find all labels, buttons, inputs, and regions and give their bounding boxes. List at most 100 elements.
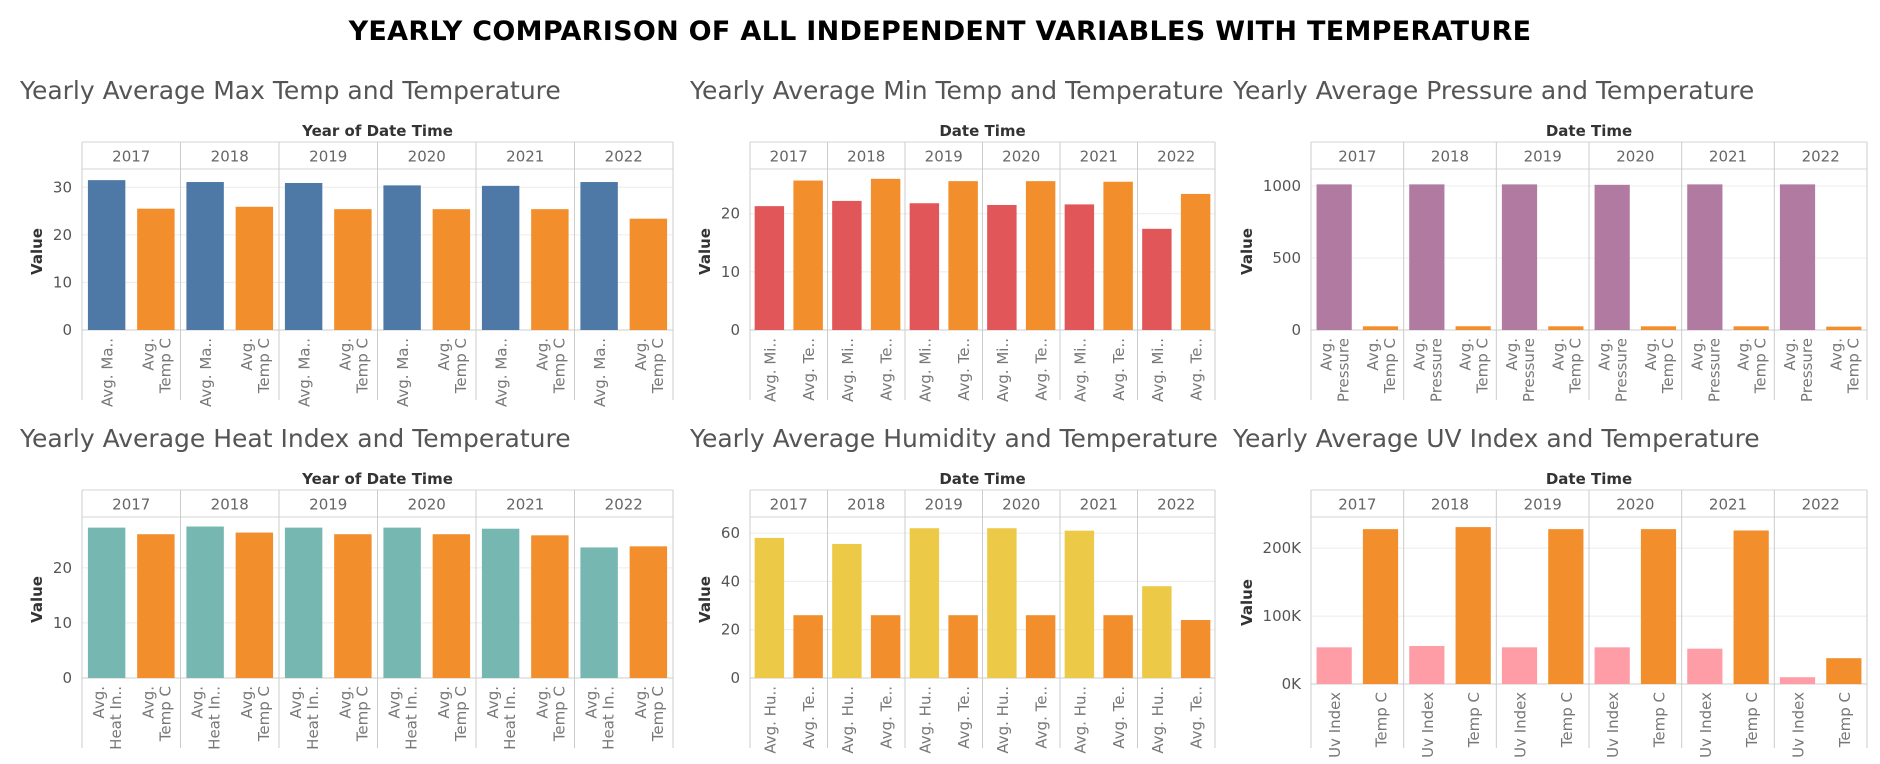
measure-label: Avg. Te..: [800, 338, 818, 401]
bar-avg-temp-c[interactable]: [1455, 326, 1491, 330]
bar-avg-min-temp[interactable]: [909, 203, 940, 330]
bar-uv-index[interactable]: [1779, 677, 1816, 684]
bar-avg-temp-c[interactable]: [1180, 193, 1211, 330]
year-label: 2022: [605, 148, 643, 166]
bar-avg-pressure[interactable]: [1501, 184, 1538, 330]
bar-avg-temp-c[interactable]: [334, 534, 372, 678]
bar-avg-temp-c[interactable]: [1362, 326, 1399, 330]
bar-avg-max-temp[interactable]: [186, 182, 224, 330]
measure-label: Avg. Mi..: [916, 338, 934, 402]
bar-avg-temp-c[interactable]: [334, 209, 372, 330]
year-label: 2017: [1338, 496, 1376, 514]
bar-temp-c[interactable]: [1826, 658, 1862, 684]
bar-avg-temp-c[interactable]: [1733, 326, 1769, 330]
measure-label: Avg. Mi..: [761, 338, 779, 402]
bar-avg-max-temp[interactable]: [383, 185, 421, 330]
bar-temp-c[interactable]: [1640, 529, 1677, 684]
bar-avg-pressure[interactable]: [1687, 184, 1723, 330]
bar-avg-pressure[interactable]: [1409, 184, 1445, 330]
bar-avg-temp-c[interactable]: [1826, 326, 1862, 330]
bar-avg-temp-c[interactable]: [948, 181, 978, 330]
measure-label: Temp C: [1651, 692, 1669, 748]
bar-avg-min-temp[interactable]: [987, 204, 1017, 330]
year-label: 2019: [309, 496, 347, 514]
bar-avg-pressure[interactable]: [1594, 184, 1630, 330]
chart-title: Yearly Average Pressure and Temperature: [1232, 76, 1754, 105]
bar-avg-temp-c[interactable]: [137, 208, 175, 330]
bar-avg-humidity[interactable]: [987, 528, 1017, 678]
bar-avg-heat-index[interactable]: [87, 527, 126, 678]
bar-avg-min-temp[interactable]: [832, 200, 862, 330]
bar-avg-heat-index[interactable]: [284, 527, 323, 678]
bar-uv-index[interactable]: [1316, 647, 1352, 684]
measure-label: Uv Index: [1326, 692, 1344, 758]
bar-avg-temp-c[interactable]: [629, 546, 668, 678]
y-axis-title: Value: [696, 576, 714, 623]
bar-avg-temp-c[interactable]: [1640, 326, 1677, 330]
bar-avg-temp-c[interactable]: [629, 218, 668, 330]
bar-avg-temp-c[interactable]: [432, 209, 471, 330]
bar-temp-c[interactable]: [1548, 529, 1584, 684]
bar-avg-max-temp[interactable]: [284, 182, 323, 330]
measure-label: Uv Index: [1604, 692, 1622, 758]
measure-label: Avg.: [238, 338, 256, 371]
bar-avg-heat-index[interactable]: [481, 528, 520, 678]
year-label: 2017: [112, 496, 150, 514]
measure-label: Temp C: [255, 338, 273, 394]
bar-temp-c[interactable]: [1362, 529, 1399, 684]
measure-label: Pressure: [1427, 338, 1445, 402]
measure-label: Temp C: [550, 686, 568, 742]
bar-avg-max-temp[interactable]: [87, 180, 126, 330]
measure-label: Avg.: [386, 686, 404, 719]
measure-label: Avg.: [1457, 338, 1475, 371]
bar-uv-index[interactable]: [1687, 648, 1723, 684]
bar-avg-temp-c[interactable]: [1025, 615, 1056, 678]
bar-avg-temp-c[interactable]: [1180, 620, 1211, 678]
bar-avg-temp-c[interactable]: [793, 615, 823, 678]
bar-avg-heat-index[interactable]: [580, 547, 618, 678]
bar-avg-temp-c[interactable]: [531, 209, 569, 330]
bar-avg-max-temp[interactable]: [481, 185, 520, 330]
bar-temp-c[interactable]: [1455, 527, 1491, 684]
measure-label: Avg.: [583, 686, 601, 719]
bar-uv-index[interactable]: [1501, 647, 1538, 684]
measure-label: Heat In..: [107, 686, 125, 750]
bar-avg-temp-c[interactable]: [531, 535, 569, 678]
bar-avg-heat-index[interactable]: [186, 526, 224, 678]
bar-temp-c[interactable]: [1733, 530, 1769, 684]
bar-avg-humidity[interactable]: [909, 528, 940, 678]
bar-avg-temp-c[interactable]: [1103, 615, 1133, 678]
bar-avg-min-temp[interactable]: [754, 206, 785, 330]
bar-avg-humidity[interactable]: [1142, 586, 1172, 678]
bar-avg-humidity[interactable]: [832, 543, 862, 678]
bar-avg-temp-c[interactable]: [870, 615, 901, 678]
bar-avg-temp-c[interactable]: [432, 534, 471, 678]
bar-avg-temp-c[interactable]: [870, 178, 901, 330]
measure-label: Avg.: [1549, 338, 1567, 371]
bar-uv-index[interactable]: [1594, 647, 1630, 684]
bar-avg-humidity[interactable]: [1064, 530, 1095, 678]
measure-label: Avg. Te..: [955, 338, 973, 401]
bar-avg-temp-c[interactable]: [235, 206, 274, 330]
bar-avg-heat-index[interactable]: [383, 527, 421, 678]
bar-avg-pressure[interactable]: [1316, 184, 1352, 330]
bar-avg-min-temp[interactable]: [1064, 204, 1095, 330]
bar-avg-temp-c[interactable]: [235, 532, 274, 678]
chart-panel-5: Yearly Average Humidity and Temperature D…: [689, 424, 1218, 754]
bar-avg-temp-c[interactable]: [948, 615, 978, 678]
bar-avg-max-temp[interactable]: [580, 182, 618, 330]
bar-avg-temp-c[interactable]: [1548, 326, 1584, 330]
bar-avg-humidity[interactable]: [754, 537, 785, 678]
bar-avg-pressure[interactable]: [1779, 184, 1816, 330]
bar-avg-temp-c[interactable]: [1103, 181, 1133, 330]
bar-uv-index[interactable]: [1409, 645, 1445, 684]
main-title: YEARLY COMPARISON OF ALL INDEPENDENT VAR…: [348, 16, 1532, 47]
chart-title: Yearly Average Max Temp and Temperature: [19, 76, 561, 105]
bar-avg-temp-c[interactable]: [137, 534, 175, 678]
measure-label: Avg.: [1735, 338, 1753, 371]
bar-avg-temp-c[interactable]: [1025, 181, 1056, 330]
year-label: 2020: [1616, 148, 1654, 166]
bar-avg-temp-c[interactable]: [793, 180, 823, 330]
measure-label: Uv Index: [1790, 692, 1808, 758]
bar-avg-min-temp[interactable]: [1142, 228, 1172, 330]
